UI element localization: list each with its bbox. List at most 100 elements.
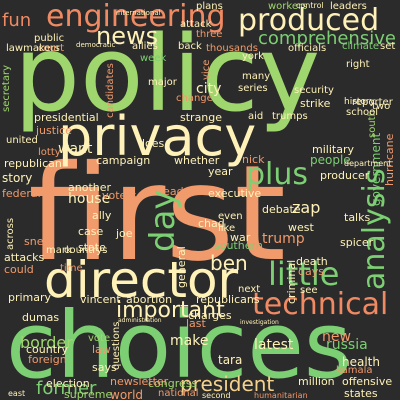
word-plus: plus [246, 157, 309, 192]
word-secretary: secretary [1, 65, 12, 112]
word-school: school [346, 107, 379, 118]
word-spicer: spicer [340, 236, 374, 249]
word-leaders: leaders [330, 1, 367, 12]
word-producer: producer [320, 169, 370, 182]
word-mark: mark [46, 245, 72, 256]
word-attack: attack [180, 19, 212, 30]
word-justice: justice [36, 124, 72, 137]
word-republicans: republicans [196, 293, 260, 306]
word-comprehensive: comprehensive [258, 28, 396, 49]
word-three: three [196, 29, 223, 40]
word-health: health [342, 355, 380, 369]
word-little: little [268, 255, 340, 293]
word-primary: primary [8, 291, 52, 304]
word-election: election [46, 377, 90, 390]
word-attacks: attacks [4, 251, 45, 264]
word-time: time [60, 263, 83, 274]
word-world: world [110, 388, 144, 400]
word-allies: allies [132, 41, 158, 52]
word-series: series [238, 83, 268, 94]
word-west: west [288, 221, 314, 234]
word-climate: climate [342, 41, 379, 52]
word-year: year [208, 165, 233, 178]
word-lotty: lotty [38, 147, 61, 158]
word-workers: workers [268, 1, 308, 12]
word-director: director [44, 251, 239, 309]
word-make: make [170, 333, 209, 349]
word-lawmakers: lawmakers [6, 43, 60, 54]
word-voters: voters [102, 189, 137, 202]
word-does: does [138, 137, 165, 150]
word-law: law [92, 343, 111, 356]
word-says: says [92, 361, 117, 374]
word-zap: zap [292, 198, 321, 217]
word-security: security [294, 85, 334, 96]
word-ally: ally [92, 209, 112, 222]
word-russia: russia [326, 337, 368, 353]
word-officials: officials [288, 43, 327, 54]
word-united: united [6, 135, 38, 146]
word-two: two [372, 101, 391, 112]
word-another: another [68, 181, 112, 194]
word-house: house [68, 191, 111, 207]
word-state: state [78, 241, 106, 254]
word-second: second [202, 391, 231, 400]
word-countrys: countrys [64, 245, 108, 256]
word-dumas: dumas [22, 311, 60, 324]
word-technical: technical [252, 287, 389, 322]
word-city: city [196, 81, 222, 97]
word-million: million [298, 375, 335, 388]
word-vice: vice [201, 59, 212, 80]
word-nick: nick [242, 153, 265, 166]
word-trump: trump [262, 231, 305, 247]
word-former: former [36, 378, 97, 399]
word-fun: fun [2, 10, 32, 31]
word-congress: congress [148, 377, 198, 390]
word-even: even [218, 211, 243, 222]
word-investigation: investigation [240, 319, 279, 326]
word-abortion: abortion [126, 293, 173, 306]
word-chad: chad [198, 217, 225, 230]
word-latest: latest [254, 337, 294, 353]
word-many: many [242, 71, 271, 82]
word-last: last [186, 317, 206, 330]
word-military: military [312, 143, 354, 156]
word-foreign: foreign [28, 353, 67, 366]
word-country: country [26, 343, 69, 356]
word-reporter: reporter [352, 97, 393, 108]
word-new: new [322, 329, 351, 345]
word-death: death [296, 255, 328, 268]
word-humanitarian: humanitarian [254, 391, 308, 400]
word-joe: joe [116, 227, 133, 240]
word-policy: policy [14, 13, 321, 135]
word-across: across [5, 217, 16, 250]
word-day: day [143, 189, 183, 252]
word-republican: republican [4, 157, 62, 170]
word-strange: strange [180, 111, 223, 124]
word-next: next [238, 284, 261, 295]
word-case: case [78, 225, 104, 238]
word-control: control [296, 1, 324, 10]
word-east: east [8, 389, 26, 398]
word-court: court [38, 43, 64, 54]
word-charges: charges [188, 309, 232, 322]
word-days: days [298, 265, 324, 278]
word-thousands: thousands [206, 43, 258, 54]
word-kamala: kamala [336, 365, 373, 376]
word-federal: federal [2, 187, 41, 200]
word-national: national [158, 388, 199, 399]
word-choices: choices [6, 292, 352, 399]
word-newsletter: newsletter [110, 375, 169, 388]
word-presidential: presidential [34, 111, 99, 124]
word-week: week [140, 53, 167, 64]
word-aid: aid [248, 111, 264, 122]
word-debate: debate [262, 203, 301, 216]
word-strike: strike [300, 97, 331, 110]
word-vincent: vincent [80, 293, 121, 306]
word-plans: plans [196, 1, 223, 12]
word-york: york [242, 51, 264, 62]
word-offensive: offensive [342, 375, 393, 388]
word-international: international [116, 9, 161, 17]
word-trumps: trumps [272, 111, 308, 122]
